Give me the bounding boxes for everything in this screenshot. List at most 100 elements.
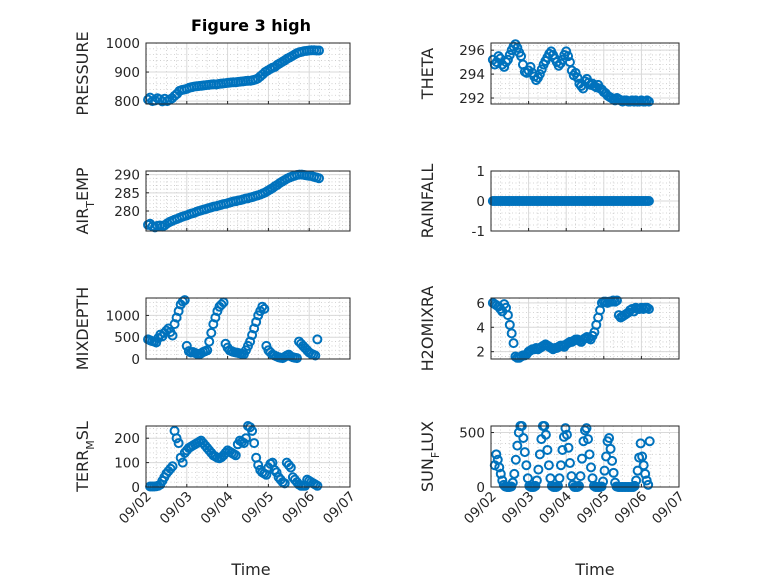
figure-title: Figure 3 high <box>191 16 311 35</box>
h2omixra-axes-frame <box>490 297 680 360</box>
terr-msl-data-point <box>167 461 178 472</box>
terr-msl-data-point <box>249 438 260 449</box>
mixdepth-ytick-label: 500 <box>114 330 140 346</box>
air-temp-ylabel-suffix: EMP <box>73 167 92 201</box>
sun-flux-data-point <box>540 429 551 440</box>
mixdepth-ytick-label: 0 <box>131 352 140 368</box>
sun-flux-data-point <box>519 447 530 458</box>
sun-flux-ylabel-sub: F <box>429 452 442 458</box>
air-temp-ylabel-sub: T <box>84 201 97 209</box>
terr-msl-data-point <box>173 438 184 449</box>
air-temp-ytick-label: 290 <box>114 168 140 184</box>
rainfall-ytick-label: 0 <box>476 194 485 210</box>
sun-flux-data-point <box>599 465 610 476</box>
theta-data-point <box>643 96 654 107</box>
theta-ytick-label: 294 <box>459 67 485 83</box>
rainfall-axes-frame <box>490 170 680 232</box>
sun-flux-data-point <box>534 449 545 460</box>
sun-flux-data-point <box>598 476 609 487</box>
sun-flux-data-point <box>521 460 532 471</box>
sun-flux-data-point <box>561 429 572 440</box>
h2omixra-data-point <box>508 338 519 349</box>
theta-data-point <box>534 69 545 80</box>
theta-axes-frame <box>490 42 680 105</box>
pressure-ytick-label: 900 <box>114 65 140 81</box>
terr-msl-ylabel-main: TERR <box>73 450 92 493</box>
theta-data-point <box>502 54 513 65</box>
sun-flux-xtick-label: 09/07 <box>649 489 688 528</box>
air-temp-ylabel: AIRTEMP <box>73 167 97 234</box>
terr-msl-ytick-label: 100 <box>114 456 140 472</box>
pressure-ytick-label: 1000 <box>106 36 140 52</box>
mixdepth-data-point <box>202 345 213 356</box>
sun-flux-data-point <box>608 467 619 478</box>
theta-data-point <box>525 61 536 72</box>
terr-msl-xtick-label: 09/04 <box>198 489 237 528</box>
h2omixra-ytick-label: 6 <box>476 296 485 312</box>
pressure-axes-frame <box>145 42 351 105</box>
theta-data-point <box>570 67 581 78</box>
sun-flux-data-point <box>543 460 554 471</box>
h2omixra-ytick-label: 4 <box>476 320 485 336</box>
theta-data-point <box>512 42 523 53</box>
terr-msl-xtick-label: 09/03 <box>157 489 196 528</box>
sun-flux-data-point <box>509 468 520 479</box>
sun-flux-data-point <box>542 444 553 455</box>
theta-ytick-label: 296 <box>459 43 485 59</box>
sun-flux-xtick-label: 09/04 <box>536 489 575 528</box>
air-temp-ytick-label: 285 <box>114 186 140 202</box>
sun-flux-ylabel: SUNFLUX <box>418 421 442 492</box>
sun-flux-data-point <box>576 453 587 464</box>
sun-flux-data-point <box>510 454 521 465</box>
pressure-ylabel: PRESSURE <box>73 31 92 115</box>
terr-msl-xtick-label: 09/05 <box>238 489 277 528</box>
mixdepth-data-point <box>179 295 190 306</box>
rainfall-ylabel: RAINFALL <box>418 164 437 239</box>
sun-flux-data-point <box>531 475 542 486</box>
rainfall-data-point <box>643 196 654 206</box>
terr-msl-data-point <box>230 450 241 461</box>
mixdepth-data-point <box>291 353 302 364</box>
sun-flux-data-point <box>563 442 574 453</box>
h2omixra-series <box>487 295 654 363</box>
sun-flux-data-point <box>518 432 529 443</box>
sun-flux-data-point <box>530 480 541 491</box>
theta-ytick-label: 292 <box>459 91 485 107</box>
terr-msl-data-point <box>253 460 264 471</box>
subplot-sun-flux: 050009/0209/0309/0409/0509/0609/07SUNFLU… <box>418 421 688 527</box>
rainfall-ytick-label: -1 <box>472 224 485 240</box>
terr-msl-data-point <box>269 464 280 475</box>
subplot-h2omixra: 2 4 6 H2OMIXRA <box>418 286 680 371</box>
x-axis-label-left: Time <box>230 560 270 579</box>
mixdepth-data-point <box>204 336 215 347</box>
terr-msl-data-point <box>165 463 176 474</box>
terr-msl-axes-frame <box>145 425 351 488</box>
pressure-series <box>143 45 324 107</box>
sun-flux-data-point <box>584 449 595 460</box>
sun-flux-data-point <box>583 434 594 445</box>
sun-flux-data-point <box>605 443 616 454</box>
subplot-mixdepth: 0 500 1000 MIXDEPTH <box>73 287 351 370</box>
sun-flux-data-point <box>491 449 502 460</box>
terr-msl-data-point <box>312 480 323 491</box>
terr-msl-ytick-label: 0 <box>131 480 140 496</box>
sun-flux-xtick-label: 09/06 <box>611 489 650 528</box>
rainfall-ytick-label: 1 <box>476 164 485 180</box>
sun-flux-data-point <box>643 479 654 490</box>
h2omixra-data-point <box>502 310 513 321</box>
terr-msl-ytick-label: 200 <box>114 431 140 447</box>
h2omixra-data-point <box>643 303 654 314</box>
sun-flux-ytick-label: 0 <box>476 480 485 496</box>
sun-flux-data-point <box>631 475 642 486</box>
sun-flux-data-point <box>494 462 505 473</box>
sun-flux-data-point <box>644 436 655 447</box>
terr-msl-data-point <box>177 457 188 468</box>
sun-flux-data-point <box>573 480 584 491</box>
subplot-rainfall: -1 0 1 RAINFALL <box>418 164 680 240</box>
h2omixra-data-point <box>506 328 517 339</box>
air-temp-ytick-label: 280 <box>114 204 140 220</box>
air-temp-data-point <box>313 173 324 184</box>
sun-flux-data-point <box>640 468 651 479</box>
mixdepth-data-point <box>167 330 178 341</box>
